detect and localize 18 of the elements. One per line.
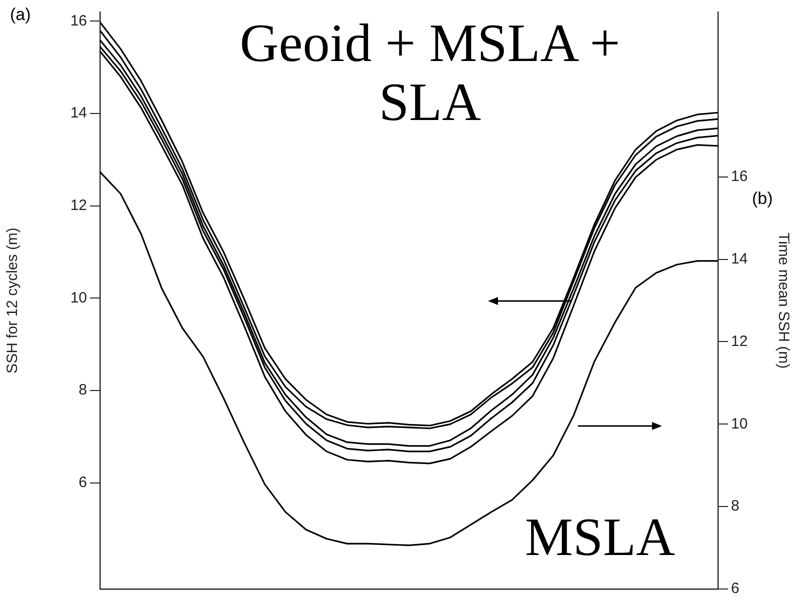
y-tick-label: 6 <box>78 474 87 491</box>
y-axis-title: SSH for 12 cycles (m) <box>4 228 22 374</box>
y2-axis-title: Time mean SSH (m) <box>774 232 792 369</box>
annotation: MSLA <box>525 507 676 568</box>
annotation: Geoid + MSLA + SLA <box>238 13 622 133</box>
y2-tick-label: 14 <box>731 250 748 268</box>
text: (a) <box>10 5 32 25</box>
y2-tick-label: 10 <box>731 415 748 432</box>
y-tick-label: 12 <box>70 197 87 214</box>
y-tick-label: 14 <box>70 104 87 122</box>
y2-tick-label: 12 <box>731 332 748 350</box>
text: (b) <box>752 189 774 209</box>
y-tick-label: 8 <box>78 382 87 399</box>
y2-tick-label: 6 <box>731 580 740 598</box>
y-tick-label: 16 <box>70 12 87 30</box>
y-tick-label: 10 <box>70 289 87 306</box>
y2-tick-label: 8 <box>731 498 740 515</box>
y2-tick-label: 16 <box>731 168 748 185</box>
